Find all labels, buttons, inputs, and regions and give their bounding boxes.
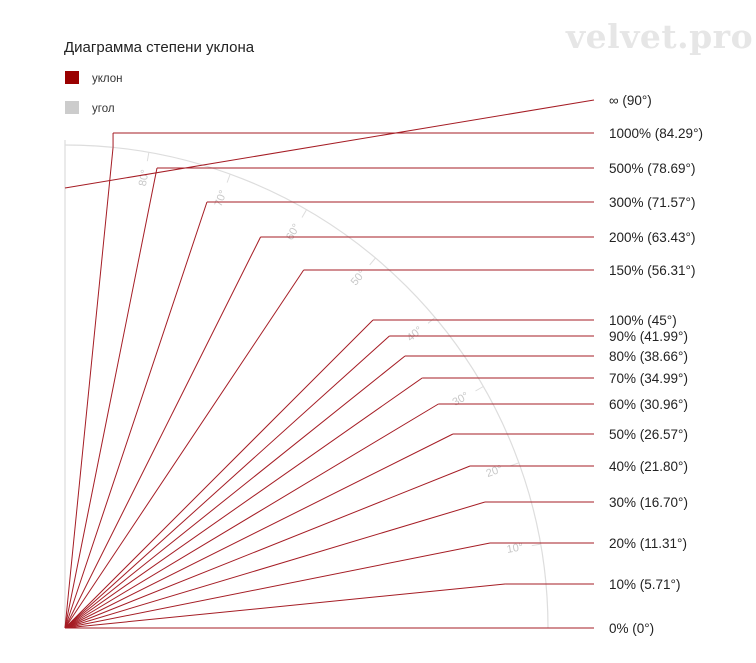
slope-ray	[64, 319, 374, 629]
slope-ray	[64, 433, 454, 629]
legend-label-slope: уклон	[92, 73, 123, 85]
slope-ray	[64, 99, 595, 189]
angle-tick-label: 10°	[506, 541, 524, 556]
angle-tick	[369, 257, 376, 266]
slope-label: 10% (5.71°)	[609, 577, 680, 592]
angle-tick-label: 30°	[451, 390, 471, 409]
slope-label: 0% (0°)	[609, 621, 654, 636]
slope-ray	[64, 403, 439, 629]
angle-tick-label: 60°	[284, 222, 303, 242]
slope-label: 30% (16.70°)	[609, 495, 688, 510]
slope-ray	[64, 465, 471, 629]
slope-lines	[64, 99, 595, 629]
angle-tick	[475, 386, 484, 392]
slope-ray	[64, 147, 114, 629]
diagram-title: Диаграмма степени уклона	[64, 39, 255, 56]
angle-arc	[64, 140, 549, 629]
watermark: velvet.pro	[565, 17, 753, 56]
slope-label: 300% (71.57°)	[609, 195, 695, 210]
slope-label: 100% (45°)	[609, 313, 677, 328]
slope-label: ∞ (90°)	[609, 93, 652, 108]
slope-ray	[64, 167, 158, 629]
legend-swatch-slope	[65, 71, 79, 84]
slope-ray	[64, 583, 506, 629]
slope-ray	[64, 269, 305, 629]
angle-tick-label: 70°	[213, 189, 230, 209]
slope-ray	[64, 335, 390, 629]
slope-label: 50% (26.57°)	[609, 427, 688, 442]
slope-ray	[64, 236, 261, 629]
slope-ray	[64, 501, 486, 629]
legend-label-angle: угол	[92, 103, 115, 115]
slope-label: 90% (41.99°)	[609, 329, 688, 344]
slope-labels: ∞ (90°) 1000% (84.29°) 500% (78.69°) 300% (…	[609, 93, 703, 636]
slope-label: 70% (34.99°)	[609, 371, 688, 386]
slope-label: 1000% (84.29°)	[609, 126, 703, 141]
angle-arc-path	[64, 144, 549, 629]
legend: уклон угол	[65, 71, 123, 115]
angle-tick-label: 50°	[349, 268, 369, 288]
angle-tick	[226, 173, 231, 183]
angle-tick	[510, 462, 520, 467]
angle-tick-label: 40°	[405, 324, 425, 344]
slope-label: 500% (78.69°)	[609, 161, 695, 176]
angle-tick	[301, 209, 307, 218]
slope-ray	[64, 201, 208, 629]
angle-tick-label: 20°	[485, 463, 505, 480]
slope-ray	[64, 542, 491, 629]
slope-label: 200% (63.43°)	[609, 230, 695, 245]
slope-ray	[64, 355, 406, 629]
slope-label: 150% (56.31°)	[609, 263, 695, 278]
angle-tick-label: 80°	[137, 169, 152, 187]
slope-label: 20% (11.31°)	[609, 536, 687, 551]
angle-tick	[146, 152, 150, 162]
slope-label: 80% (38.66°)	[609, 349, 688, 364]
slope-label: 40% (21.80°)	[609, 459, 688, 474]
angle-tick	[531, 543, 541, 547]
slope-label: 60% (30.96°)	[609, 397, 688, 412]
legend-swatch-angle	[65, 101, 79, 114]
slope-ray	[64, 377, 423, 629]
